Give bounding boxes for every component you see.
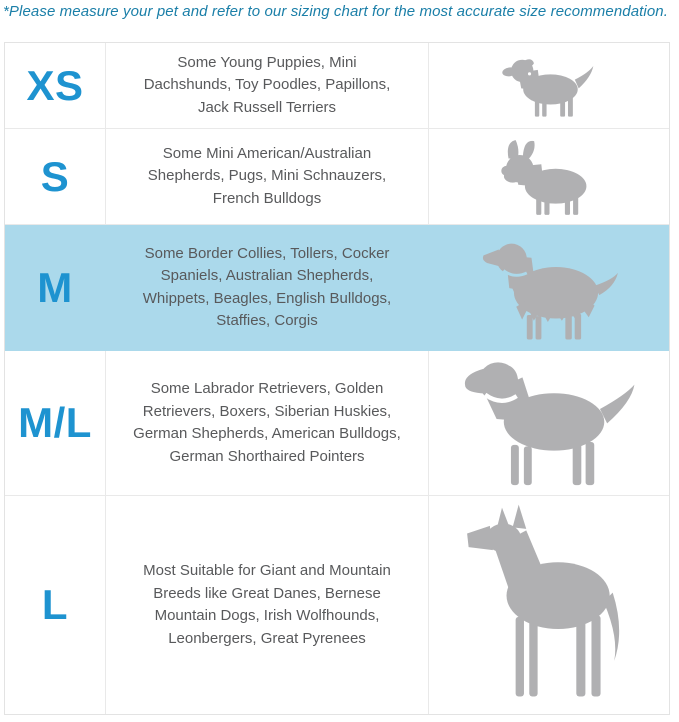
size-label-ml: M/L — [5, 351, 106, 495]
size-image-cell-s — [429, 129, 669, 224]
size-row-s: S Some Mini American/Australian Shepherd… — [5, 129, 669, 225]
size-label-l: L — [5, 496, 106, 714]
size-label-s: S — [5, 129, 106, 224]
size-description-ml: Some Labrador Retrievers, Golden Retriev… — [106, 351, 429, 495]
size-image-cell-m — [429, 225, 669, 350]
size-label-xs: XS — [5, 43, 106, 128]
small-terrier-silhouette-icon — [502, 58, 594, 117]
size-image-cell-l — [429, 496, 669, 714]
size-row-m-selected: M Some Border Collies, Tollers, Cocker S… — [5, 225, 669, 351]
size-label-m: M — [37, 263, 73, 311]
size-chart-table: XS Some Young Puppies, Mini Dachshunds, … — [4, 42, 670, 715]
sizing-note: *Please measure your pet and refer to ou… — [3, 3, 669, 20]
size-image-cell-ml — [429, 351, 669, 495]
french-bulldog-silhouette-icon — [501, 139, 587, 215]
size-row-ml: M/L Some Labrador Retrievers, Golden Ret… — [5, 351, 669, 496]
size-description-xs: Some Young Puppies, Mini Dachshunds, Toy… — [106, 43, 429, 128]
size-row-l: L Most Suitable for Giant and Mountain B… — [5, 496, 669, 714]
size-description-m: Some Border Collies, Tollers, Cocker Spa… — [142, 244, 392, 330]
size-image-cell-xs — [429, 43, 669, 128]
size-description-s: Some Mini American/Australian Shepherds,… — [106, 129, 429, 224]
size-row-xs: XS Some Young Puppies, Mini Dachshunds, … — [5, 43, 669, 129]
cocker-spaniel-silhouette-icon — [482, 243, 618, 340]
size-description-l: Most Suitable for Giant and Mountain Bre… — [106, 496, 429, 714]
great-dane-silhouette-icon — [467, 504, 620, 696]
labrador-retriever-silhouette-icon — [464, 362, 635, 486]
